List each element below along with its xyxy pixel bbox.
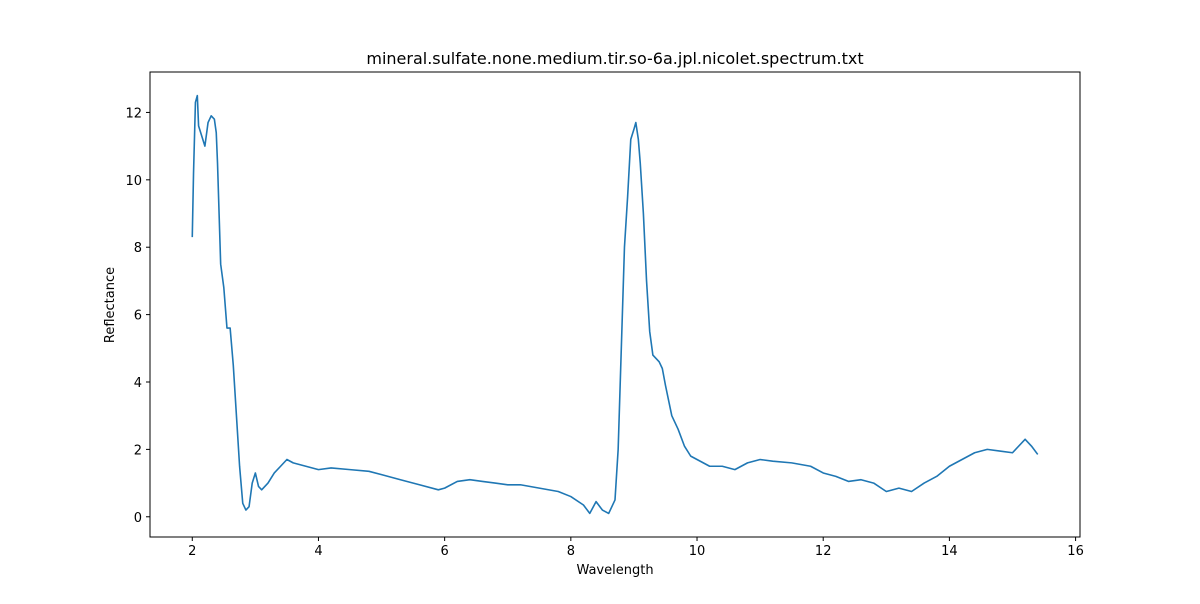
x-tick-label: 6 bbox=[441, 544, 449, 559]
x-axis-label: Wavelength bbox=[576, 563, 653, 578]
y-tick-label: 0 bbox=[134, 511, 142, 526]
y-axis-label: Reflectance bbox=[103, 267, 118, 343]
x-tick-label: 8 bbox=[567, 544, 575, 559]
x-tick-label: 16 bbox=[1067, 544, 1084, 559]
y-tick-label: 4 bbox=[134, 376, 142, 391]
x-tick-label: 2 bbox=[188, 544, 196, 559]
y-tick-label: 8 bbox=[134, 241, 142, 256]
y-tick-label: 10 bbox=[125, 174, 142, 189]
x-tick-label: 14 bbox=[941, 544, 958, 559]
x-tick-label: 4 bbox=[314, 544, 322, 559]
x-tick-label: 10 bbox=[689, 544, 706, 559]
chart-title: mineral.sulfate.none.medium.tir.so-6a.jp… bbox=[366, 49, 863, 68]
y-tick-label: 6 bbox=[134, 309, 142, 324]
plot-frame bbox=[149, 71, 1081, 538]
x-tick-label: 12 bbox=[815, 544, 832, 559]
y-tick-label: 12 bbox=[125, 106, 142, 121]
line bbox=[191, 94, 1039, 515]
y-tick-label: 2 bbox=[134, 443, 142, 458]
